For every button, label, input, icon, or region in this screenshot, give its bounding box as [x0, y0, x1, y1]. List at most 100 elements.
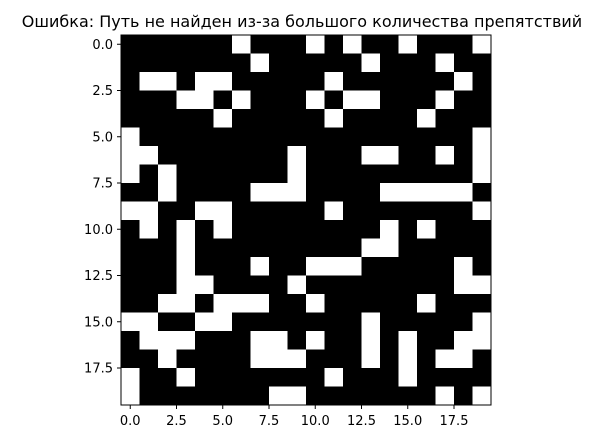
heatmap-cell [454, 127, 473, 147]
heatmap-cell [361, 146, 381, 165]
heatmap-cell [213, 35, 233, 54]
heatmap-cell [139, 35, 159, 54]
heatmap-cell [380, 201, 399, 221]
heatmap-cell [250, 201, 270, 221]
heatmap-cell [435, 183, 455, 202]
heatmap-cell [250, 127, 270, 147]
heatmap-cell [398, 220, 418, 239]
heatmap-cell [176, 220, 196, 239]
heatmap-cell [306, 312, 325, 332]
heatmap-cell [287, 201, 307, 221]
heatmap-cell [176, 109, 196, 128]
heatmap-cell [472, 109, 492, 128]
heatmap-cell [269, 72, 288, 91]
heatmap-cell [472, 183, 492, 202]
heatmap-cell [158, 294, 177, 313]
heatmap-cell [361, 53, 381, 73]
heatmap-cell [269, 220, 288, 239]
heatmap-cell [398, 53, 418, 73]
heatmap-cell [324, 312, 344, 332]
heatmap-cell [454, 349, 473, 369]
heatmap-cell [306, 146, 325, 165]
heatmap-cell [398, 201, 418, 221]
heatmap-cell [435, 164, 455, 184]
heatmap-cell [195, 146, 214, 165]
heatmap-cell [121, 90, 140, 110]
heatmap-cell [250, 53, 270, 73]
heatmap-cell [232, 72, 251, 91]
heatmap-cell [176, 53, 196, 73]
heatmap-cell [472, 164, 492, 184]
heatmap-cell [472, 53, 492, 73]
heatmap-cell [158, 386, 177, 406]
heatmap-cell [417, 164, 436, 184]
heatmap-cell [195, 201, 214, 221]
heatmap-cell [139, 127, 159, 147]
heatmap-cell [250, 349, 270, 369]
heatmap-cell [158, 238, 177, 258]
heatmap-cell [472, 220, 492, 239]
heatmap-cell [417, 275, 436, 295]
heatmap-cell [380, 331, 399, 350]
heatmap-cell [232, 90, 251, 110]
heatmap-cell [361, 127, 381, 147]
heatmap-cell [139, 183, 159, 202]
heatmap-cell [269, 146, 288, 165]
heatmap-cell [454, 275, 473, 295]
heatmap-cell [232, 109, 251, 128]
heatmap-cell [380, 349, 399, 369]
heatmap-cell [287, 257, 307, 276]
heatmap-cell [343, 201, 362, 221]
heatmap-cell [435, 90, 455, 110]
heatmap-cell [287, 109, 307, 128]
heatmap-cell [195, 275, 214, 295]
heatmap-cell [269, 53, 288, 73]
y-tick-label: 5.0 [92, 130, 113, 145]
heatmap-cell [435, 368, 455, 387]
x-tick-label: 7.5 [259, 414, 280, 429]
heatmap-cell [287, 72, 307, 91]
heatmap-cell [213, 53, 233, 73]
heatmap-cell [121, 183, 140, 202]
heatmap-cell [472, 275, 492, 295]
heatmap-cell [417, 109, 436, 128]
heatmap-cell [232, 146, 251, 165]
heatmap-cell [139, 220, 159, 239]
heatmap-cell [361, 35, 381, 54]
heatmap-cell [306, 164, 325, 184]
heatmap-cell [121, 386, 140, 406]
heatmap-cell [121, 238, 140, 258]
heatmap-cell [435, 53, 455, 73]
heatmap-cell [361, 183, 381, 202]
heatmap-cell [158, 275, 177, 295]
heatmap-cell [380, 90, 399, 110]
heatmap-cell [324, 386, 344, 406]
heatmap-cell [435, 386, 455, 406]
heatmap-cell [361, 72, 381, 91]
heatmap-cell [176, 90, 196, 110]
heatmap-cell [269, 368, 288, 387]
heatmap-cell [435, 201, 455, 221]
heatmap-cell [250, 109, 270, 128]
heatmap-cell [398, 90, 418, 110]
heatmap-cell [343, 146, 362, 165]
heatmap-cell [158, 127, 177, 147]
heatmap-cell [306, 386, 325, 406]
heatmap-cell [213, 220, 233, 239]
heatmap-cell [398, 127, 418, 147]
heatmap-cell [398, 183, 418, 202]
heatmap-cell [417, 331, 436, 350]
heatmap-cell [398, 72, 418, 91]
heatmap-cell [195, 257, 214, 276]
heatmap-cell [158, 146, 177, 165]
heatmap-cell [454, 257, 473, 276]
heatmap-cell [213, 331, 233, 350]
heatmap-cell [324, 146, 344, 165]
chart-title: Ошибка: Путь не найден из-за большого ко… [21, 12, 583, 31]
heatmap-cell [139, 146, 159, 165]
heatmap-cell [158, 53, 177, 73]
heatmap-cell [158, 331, 177, 350]
y-tick-label: 17.5 [84, 362, 113, 377]
heatmap-cell [195, 238, 214, 258]
